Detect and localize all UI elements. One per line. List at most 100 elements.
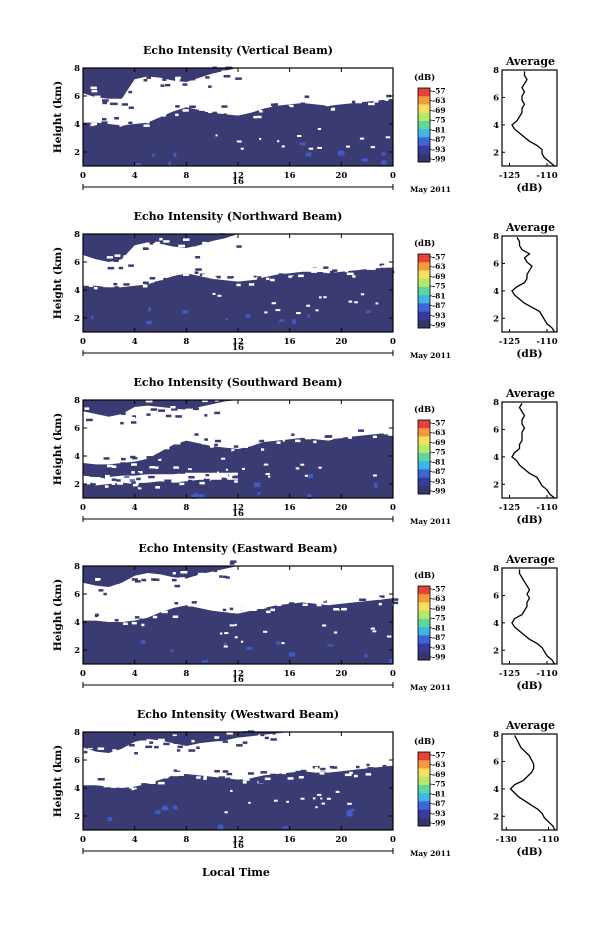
edge-speckle <box>141 785 145 789</box>
avg-y-tick-label: 2 <box>493 646 499 656</box>
edge-speckle <box>120 462 127 465</box>
colorbar-segment <box>418 137 430 146</box>
echo-dropout <box>212 292 216 295</box>
edge-speckle <box>182 83 188 86</box>
edge-speckle <box>195 256 201 259</box>
edge-speckle <box>110 119 115 123</box>
edge-speckle <box>226 732 233 735</box>
y-tick-label: 4 <box>74 784 80 794</box>
edge-speckle <box>260 733 265 737</box>
colorbar-frame <box>417 751 431 827</box>
colorbar-segment <box>418 112 430 122</box>
edge-speckle <box>145 454 150 458</box>
echo-dropout <box>240 640 244 643</box>
edge-speckle <box>102 99 109 102</box>
edge-speckle <box>179 471 185 474</box>
colorbar-segment <box>418 254 430 263</box>
edge-speckle <box>288 104 294 108</box>
colorbar-tick-label: -93 <box>432 643 446 652</box>
edge-speckle <box>183 273 190 276</box>
edge-speckle <box>298 776 304 779</box>
edge-speckle <box>185 446 190 449</box>
edge-speckle <box>103 784 110 788</box>
colorbar-segment <box>418 586 430 595</box>
avg-y-tick-label: 2 <box>493 148 499 158</box>
colorbar-tick-label: -75 <box>432 448 446 457</box>
avg-y-tick-label: 2 <box>493 812 499 822</box>
colorbar-segment <box>418 452 430 462</box>
edge-speckle <box>160 84 165 87</box>
y-axis-label: Height (km) <box>52 413 64 485</box>
y-tick-label: 8 <box>74 230 80 240</box>
colorbar-tick-label: -81 <box>432 623 446 632</box>
echo-dropout <box>263 630 268 633</box>
edge-speckle <box>101 468 107 471</box>
edge-speckle <box>183 238 190 241</box>
edge-speckle <box>188 468 192 471</box>
edge-speckle <box>204 70 211 73</box>
edge-speckle <box>236 115 240 118</box>
edge-speckle <box>323 266 329 269</box>
panel-title: Echo Intensity (Northward Beam) <box>134 210 343 223</box>
echo-dropout <box>323 296 327 299</box>
date-label: May 2011 <box>410 351 451 360</box>
date-label: May 2011 <box>410 683 451 692</box>
edge-speckle <box>378 597 382 600</box>
panel-title: Echo Intensity (Southward Beam) <box>134 376 343 389</box>
edge-speckle <box>175 105 180 108</box>
edge-speckle <box>131 463 137 466</box>
edge-speckle <box>352 436 356 439</box>
echo-dropout <box>347 802 352 805</box>
echo-dropout <box>296 312 301 315</box>
echo-dropout <box>223 645 228 648</box>
echo-dropout <box>354 301 358 304</box>
edge-speckle <box>174 584 181 588</box>
echo-patch <box>288 652 295 657</box>
edge-speckle <box>146 456 153 459</box>
echo-dropout <box>348 300 353 303</box>
edge-speckle <box>189 88 196 91</box>
edge-speckle <box>163 742 170 746</box>
colorbar-segment <box>418 477 430 487</box>
edge-speckle <box>391 598 399 601</box>
edge-speckle <box>185 481 193 485</box>
edge-speckle <box>165 116 170 119</box>
edge-speckle <box>91 89 98 93</box>
edge-speckle <box>377 763 384 767</box>
echo-dropout <box>333 631 338 634</box>
colorbar-tick-label: -69 <box>432 770 446 779</box>
colorbar-segment <box>418 461 430 470</box>
edge-speckle <box>84 407 90 410</box>
edge-speckle <box>176 278 180 282</box>
edge-speckle <box>252 277 257 280</box>
x-tick-label: 8 <box>183 503 189 513</box>
echo-dropout <box>326 797 331 800</box>
edge-speckle <box>86 457 91 460</box>
colorbar-tick-label: -57 <box>432 253 446 262</box>
echo-patch <box>291 319 296 324</box>
edge-speckle <box>199 73 203 77</box>
edge-speckle <box>157 781 165 785</box>
edge-speckle <box>207 576 212 580</box>
edge-speckle <box>252 439 260 442</box>
edge-speckle <box>344 269 349 273</box>
edge-speckle <box>191 739 195 743</box>
avg-y-tick-label: 2 <box>493 480 499 490</box>
edge-speckle <box>155 281 160 284</box>
edge-speckle <box>346 107 351 111</box>
edge-speckle <box>222 575 227 579</box>
avg-y-tick-label: 4 <box>493 121 499 131</box>
edge-speckle <box>295 770 302 774</box>
edge-speckle <box>233 445 239 448</box>
echo-patch <box>350 808 355 812</box>
edge-speckle <box>378 602 382 606</box>
edge-speckle <box>202 274 207 277</box>
edge-speckle <box>264 736 269 740</box>
edge-speckle <box>282 267 287 270</box>
edge-speckle <box>141 623 145 627</box>
edge-speckle <box>100 479 107 482</box>
edge-speckle <box>205 476 213 479</box>
avg-title: Average <box>505 55 555 68</box>
colorbar-segment <box>418 602 430 612</box>
edge-speckle <box>102 101 108 105</box>
